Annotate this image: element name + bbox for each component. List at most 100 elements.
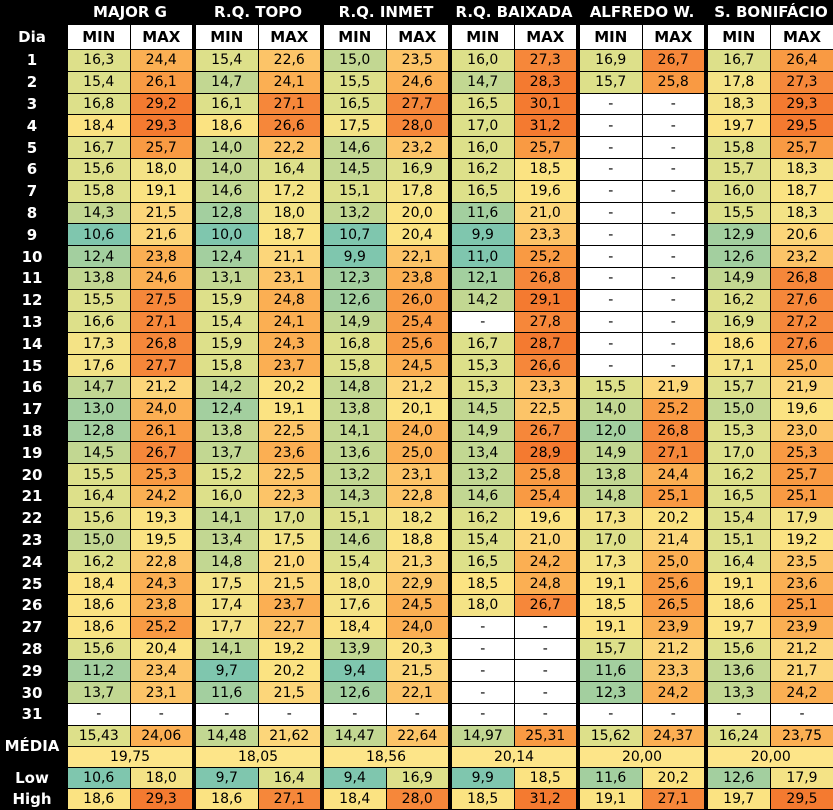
min-cell: 18,0	[320, 572, 387, 595]
max-cell: 28,0	[385, 114, 451, 138]
min-cell: 16,2	[448, 157, 515, 181]
max-cell: 23,1	[129, 681, 195, 704]
min-cell: 15,7	[704, 375, 771, 399]
media-min-cell: 15,43	[64, 724, 131, 747]
max-cell: 21,5	[257, 572, 323, 595]
max-cell: 18,5	[513, 766, 579, 789]
min-cell: -	[576, 157, 643, 181]
row-label: 24	[0, 550, 66, 573]
max-cell: 23,2	[385, 136, 451, 159]
table-row: 6 15,6 18,0 14,0 16,4 14,5 16,9 16,2 18,5- -15,7 1…	[0, 157, 833, 181]
min-cell: 13,2	[320, 463, 387, 486]
row-label: High	[0, 788, 66, 810]
station-header: MAJOR G	[63, 0, 195, 25]
min-cell: -	[448, 702, 515, 726]
max-cell: 18,8	[385, 528, 451, 552]
min-cell: 14,7	[448, 70, 515, 94]
max-cell: 23,1	[257, 266, 323, 290]
max-cell: 25,6	[385, 332, 451, 356]
max-cell: -	[513, 681, 579, 704]
min-cell: 15,8	[192, 354, 259, 377]
table-row: 16 14,7 21,2 14,2 20,2 14,8 21,2 15,3 23,3 15,5 21…	[0, 375, 833, 399]
max-cell: 29,3	[129, 787, 195, 810]
max-cell: 24,3	[257, 332, 323, 356]
max-cell: 24,2	[513, 550, 579, 574]
min-cell: 17,6	[320, 593, 387, 617]
max-cell: 18,0	[129, 766, 195, 789]
max-cell: 16,4	[257, 157, 323, 181]
min-cell: 9,4	[320, 659, 387, 683]
max-cell: 24,5	[385, 354, 451, 377]
row-label: 11	[0, 267, 66, 290]
min-cell: 14,5	[320, 157, 387, 181]
min-cell: 15,8	[64, 179, 131, 203]
max-cell: 21,2	[129, 375, 195, 399]
max-cell: 21,5	[129, 201, 195, 225]
table-row: 19 14,5 26,7 13,7 23,6 13,6 25,0 13,4 28,9 14,9 27…	[0, 441, 833, 465]
min-cell: 13,6	[704, 659, 771, 683]
min-cell: 10,0	[192, 223, 259, 247]
table-row: 25 18,4 24,3 17,5 21,5 18,0 22,9 18,5 24,8 19,1 25…	[0, 572, 833, 595]
max-cell: 24,8	[513, 572, 579, 595]
min-cell: 15,6	[64, 506, 131, 530]
max-cell: 17,9	[769, 766, 833, 789]
min-cell: 16,8	[320, 332, 387, 356]
max-cell: 23,2	[769, 245, 833, 268]
max-cell: 24,6	[385, 70, 451, 94]
max-cell: 23,4	[129, 659, 195, 683]
max-cell: 22,8	[129, 550, 195, 574]
max-cell: 26,7	[513, 419, 579, 443]
min-cell: -	[448, 615, 515, 639]
table-row: 22 15,6 19,3 14,1 17,0 15,1 18,2 16,2 19,6 17,3 20…	[0, 506, 833, 530]
min-cell: 18,3	[704, 92, 771, 116]
min-cell: 17,6	[64, 354, 131, 377]
max-cell: 23,8	[385, 266, 451, 290]
min-cell: 9,7	[192, 766, 259, 789]
max-cell: 19,6	[769, 397, 833, 421]
min-cell: 16,5	[448, 550, 515, 574]
max-cell: -	[641, 245, 707, 268]
min-cell: 14,6	[320, 528, 387, 552]
table-row: 18 12,8 26,1 13,8 22,5 14,1 24,0 14,9 26,7 12,0 26…	[0, 419, 833, 443]
max-cell: 21,0	[513, 528, 579, 552]
row-label: 14	[0, 332, 66, 355]
min-max-header-row: Dia MIN MAX MIN MAX MIN MAX MIN MAX MIN MAX MIN MAX	[0, 24, 833, 50]
max-cell: 25,3	[769, 441, 833, 465]
max-cell: -	[641, 114, 707, 138]
min-cell: -	[192, 702, 259, 726]
min-cell: 18,6	[64, 615, 131, 639]
min-cell: 18,6	[64, 593, 131, 617]
max-cell: -	[769, 702, 833, 726]
row-label: 9	[0, 223, 66, 246]
table-row: 4 18,4 29,3 18,6 26,6 17,5 28,0 17,0 31,2- -19,7 2…	[0, 114, 833, 138]
min-cell: 16,4	[704, 550, 771, 574]
min-cell: 13,3	[704, 681, 771, 704]
max-cell: 19,5	[129, 528, 195, 552]
min-cell: 15,3	[448, 354, 515, 377]
max-cell: 25,1	[641, 484, 707, 508]
min-cell: 13,9	[320, 637, 387, 661]
min-cell: 19,1	[576, 787, 643, 810]
max-cell: 29,1	[513, 288, 579, 312]
table-row: 14 17,3 26,8 15,9 24,3 16,8 25,6 16,7 28,7- -18,6…	[0, 332, 833, 356]
min-column-header: MIN	[320, 24, 387, 50]
max-cell: -	[641, 136, 707, 159]
max-cell: 27,3	[769, 70, 833, 94]
min-cell: 16,2	[704, 288, 771, 312]
max-cell: 21,9	[641, 375, 707, 399]
low-row: Low 10,6 18,0 9,7 16,4 9,4 16,9 9,9 18,5 11,6 20,2…	[0, 766, 833, 789]
max-cell: 23,8	[129, 245, 195, 268]
min-cell: 14,1	[192, 506, 259, 530]
max-cell: 18,5	[513, 157, 579, 181]
max-cell: 27,1	[129, 310, 195, 334]
max-cell: 21,2	[385, 375, 451, 399]
min-cell: 15,9	[192, 332, 259, 356]
min-cell: 13,6	[320, 441, 387, 465]
max-cell: 23,7	[257, 354, 323, 377]
min-cell: 11,2	[64, 659, 131, 683]
min-cell: 16,7	[704, 49, 771, 72]
max-cell: 25,0	[769, 354, 833, 377]
max-cell: 17,0	[257, 506, 323, 530]
max-cell: 20,6	[769, 223, 833, 247]
max-cell: 23,6	[769, 572, 833, 595]
